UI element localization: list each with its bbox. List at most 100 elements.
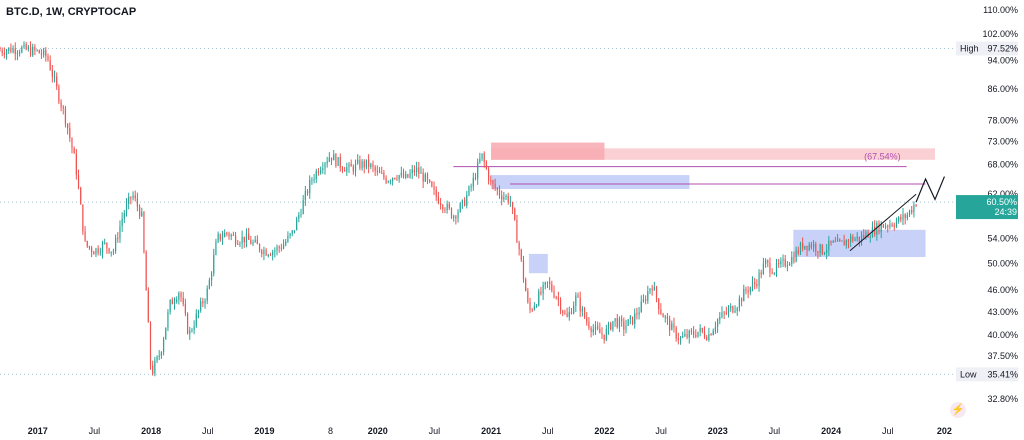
- candle-body: [217, 233, 219, 242]
- time-axis[interactable]: 2017 Jul 2018 Jul 2019 8 2020 Jul 2021 Jul 2022 Jul…: [0, 418, 955, 440]
- price-axis[interactable]: 110.00% 102.00% 94.00% 86.00% 78.00% 73.00% 68…: [955, 0, 1024, 440]
- candle-body: [891, 224, 893, 226]
- candle-body: [649, 288, 651, 292]
- candle-body: [808, 244, 810, 250]
- x-tick-label: 2020: [368, 426, 388, 436]
- last-price-badge: [956, 195, 1018, 220]
- candle-body: [250, 239, 252, 245]
- candle-body: [213, 254, 215, 274]
- x-tick-label: 2024: [821, 426, 841, 436]
- candle-body: [834, 241, 836, 243]
- candle-body: [843, 240, 845, 246]
- candle-body: [82, 204, 84, 232]
- high-badge-label: High: [960, 44, 979, 54]
- candle-body: [444, 209, 446, 211]
- candle-body: [745, 288, 747, 291]
- candle-body: [642, 299, 645, 302]
- candle-body: [597, 326, 599, 329]
- x-tick-label: 202: [937, 426, 952, 436]
- candle-body: [655, 286, 658, 299]
- candle-body: [374, 166, 376, 171]
- candle-body: [252, 241, 254, 245]
- candle-body: [99, 252, 101, 254]
- y-tick-label: 46.00%: [987, 285, 1018, 295]
- x-tick-label: Jul: [882, 426, 894, 436]
- candle-body: [474, 177, 477, 179]
- symbol-label[interactable]: BTC.D, 1W, CRYPTOCAP: [6, 6, 137, 18]
- candle-body: [378, 170, 381, 173]
- candle-body: [727, 308, 730, 313]
- candle-body: [184, 303, 186, 314]
- candle-body: [647, 291, 649, 301]
- candle-body: [638, 312, 640, 315]
- candle-body: [773, 272, 775, 274]
- candle-body: [645, 299, 647, 301]
- candle-body: [119, 226, 121, 239]
- candle-body: [791, 256, 793, 264]
- candles: [0, 41, 917, 377]
- candle-body: [60, 101, 62, 107]
- candle-body: [424, 174, 426, 182]
- candle-body: [845, 240, 847, 246]
- candle-body: [1, 50, 3, 53]
- lightning-icon[interactable]: ⚡: [950, 402, 966, 418]
- candle-body: [793, 256, 795, 262]
- candle-body: [749, 287, 751, 293]
- supply-zone-core: [491, 142, 605, 160]
- candle-body: [176, 299, 178, 302]
- candle-body: [352, 166, 354, 172]
- candle-body: [520, 249, 522, 260]
- candle-body: [551, 284, 553, 291]
- candle-body: [306, 190, 309, 194]
- x-tick-label: 2018: [141, 426, 161, 436]
- candle-body: [740, 298, 743, 302]
- candle-body: [496, 188, 498, 190]
- candle-body: [588, 321, 590, 328]
- candle-body: [732, 306, 734, 313]
- candle-body: [348, 164, 350, 168]
- candle-body: [359, 159, 361, 169]
- candle-body: [12, 48, 14, 53]
- candle-body: [241, 236, 243, 244]
- candle-body: [898, 216, 900, 222]
- candle-body: [328, 157, 330, 162]
- candle-body: [289, 233, 291, 236]
- candle-body: [313, 179, 315, 181]
- candle-body: [25, 44, 27, 50]
- candle-body: [389, 181, 392, 183]
- candle-body: [858, 236, 860, 242]
- candle-body: [625, 325, 627, 330]
- candle-body: [335, 154, 337, 166]
- candle-body: [416, 167, 418, 173]
- candle-body: [402, 172, 405, 178]
- candle-body: [261, 250, 263, 255]
- candle-body: [546, 281, 549, 283]
- candle-body: [158, 355, 160, 357]
- candle-body: [564, 313, 566, 315]
- candle-body: [302, 199, 304, 214]
- candle-body: [162, 339, 165, 353]
- candle-body: [14, 48, 16, 55]
- candle-body: [832, 241, 834, 243]
- candle-body: [719, 316, 721, 320]
- candle-body: [815, 243, 817, 252]
- candle-body: [904, 214, 906, 219]
- candle-body: [531, 309, 533, 311]
- candle-body: [607, 323, 610, 329]
- low-badge-bg: [956, 367, 1018, 382]
- candle-body: [771, 272, 773, 274]
- candle-body: [40, 53, 43, 55]
- y-tick-label: 32.80%: [987, 394, 1018, 404]
- candle-body: [239, 243, 241, 245]
- candle-body: [887, 226, 889, 228]
- candle-body: [459, 203, 461, 212]
- candle-body: [110, 251, 112, 253]
- candle-body: [472, 177, 474, 187]
- candle-body: [293, 230, 296, 232]
- candle-body: [337, 157, 339, 166]
- candle-body: [34, 46, 36, 51]
- candle-body: [128, 196, 130, 204]
- candle-body: [276, 246, 278, 251]
- candle-body: [16, 53, 19, 55]
